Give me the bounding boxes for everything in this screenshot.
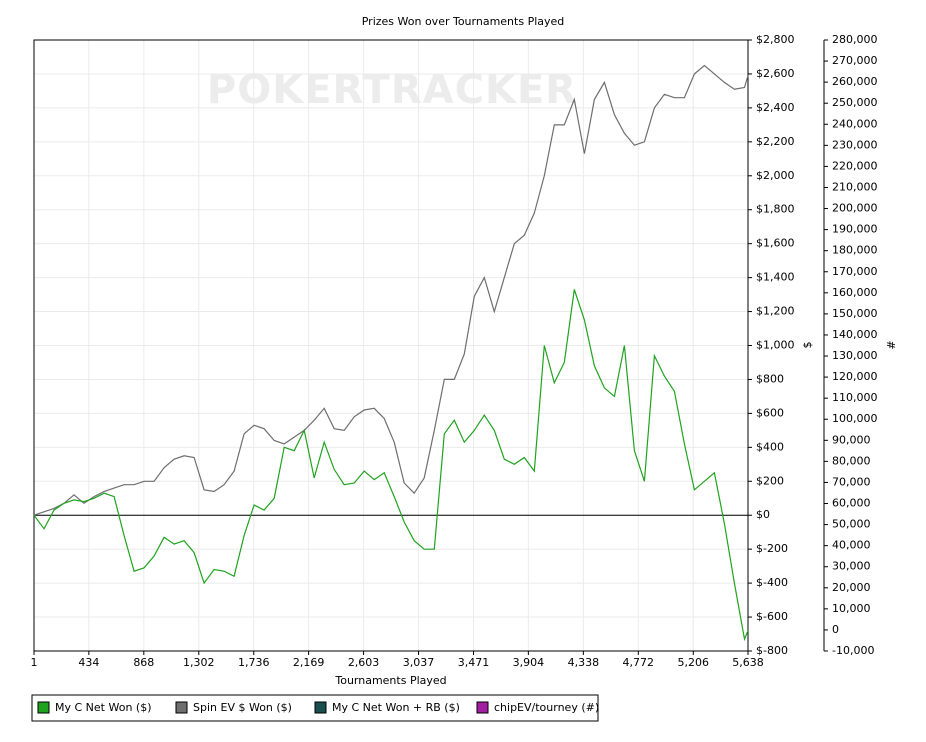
y-tick-label: $2,800 <box>756 33 795 46</box>
x-tick-label: 3,904 <box>513 656 545 669</box>
x-tick-label: 2,169 <box>293 656 325 669</box>
y2-tick-label: -10,000 <box>832 644 874 657</box>
y2-tick-label: 50,000 <box>832 518 871 531</box>
x-axis-label: Tournaments Played <box>334 674 446 687</box>
y2-tick-label: 130,000 <box>832 349 878 362</box>
legend-label: My C Net Won + RB ($) <box>332 701 460 714</box>
y2-tick-label: 170,000 <box>832 265 878 278</box>
series-line <box>33 289 749 642</box>
x-tick-label: 1,302 <box>183 656 215 669</box>
y2-tick-label: 180,000 <box>832 244 878 257</box>
watermark: POKERTRACKER <box>207 67 577 113</box>
x-tick-label: 1,736 <box>238 656 270 669</box>
y-tick-label: $2,200 <box>756 135 795 148</box>
y-tick-label: $2,000 <box>756 169 795 182</box>
legend-swatch <box>314 701 327 714</box>
y2-tick-label: 140,000 <box>832 328 878 341</box>
x-tick-label: 5,638 <box>732 656 764 669</box>
y2-tick-label: 20,000 <box>832 581 871 594</box>
legend-label: My C Net Won ($) <box>55 701 152 714</box>
x-tick-label: 4,338 <box>568 656 600 669</box>
y2-tick-label: 200,000 <box>832 202 878 215</box>
legend: My C Net Won ($) Spin EV $ Won ($) My C Ne… <box>31 694 599 722</box>
y2-tick-label: 280,000 <box>832 33 878 46</box>
x-tick-label: 4,772 <box>623 656 655 669</box>
x-tick-label: 434 <box>78 656 99 669</box>
y2-tick-label: 30,000 <box>832 560 871 573</box>
y2-tick-label: 0 <box>832 623 839 636</box>
x-tick-label: 3,471 <box>458 656 490 669</box>
y-tick-label: $-800 <box>756 644 788 657</box>
legend-label: Spin EV $ Won ($) <box>193 701 292 714</box>
y2-tick-label: 210,000 <box>832 180 878 193</box>
y2-tick-label: 190,000 <box>832 223 878 236</box>
y-tick-label: $1,200 <box>756 305 795 318</box>
y2-tick-label: 230,000 <box>832 138 878 151</box>
y2-tick-label: 250,000 <box>832 96 878 109</box>
y2-tick-label: 220,000 <box>832 159 878 172</box>
y2-tick-label: 160,000 <box>832 286 878 299</box>
legend-label: chipEV/tourney (#) <box>494 701 599 714</box>
y-tick-label: $800 <box>756 372 784 385</box>
series-line <box>33 64 749 516</box>
y-tick-label: $-400 <box>756 576 788 589</box>
x-tick-label: 3,037 <box>403 656 435 669</box>
y2-tick-label: 90,000 <box>832 433 871 446</box>
y2-axis-label: # <box>885 340 898 349</box>
y-tick-label: $0 <box>756 508 770 521</box>
y-tick-label: $1,600 <box>756 237 795 250</box>
y-tick-label: $2,600 <box>756 67 795 80</box>
y-tick-label: $-600 <box>756 610 788 623</box>
y2-tick-label: 100,000 <box>832 412 878 425</box>
y-axis-label: $ <box>801 342 814 349</box>
y2-tick-label: 240,000 <box>832 117 878 130</box>
y2-tick-label: 10,000 <box>832 602 871 615</box>
y2-tick-label: 70,000 <box>832 475 871 488</box>
y-tick-label: $400 <box>756 440 784 453</box>
y2-tick-label: 40,000 <box>832 539 871 552</box>
x-tick-label: 2,603 <box>348 656 380 669</box>
y2-tick-label: 150,000 <box>832 307 878 320</box>
y2-tick-label: 120,000 <box>832 370 878 383</box>
x-tick-label: 1 <box>31 656 38 669</box>
y2-tick-label: 80,000 <box>832 454 871 467</box>
y-tick-label: $1,000 <box>756 339 795 352</box>
y2-tick-label: 270,000 <box>832 54 878 67</box>
y-tick-label: $-200 <box>756 542 788 555</box>
legend-swatch <box>37 701 50 714</box>
y-tick-label: $1,400 <box>756 271 795 284</box>
y-tick-label: $2,400 <box>756 101 795 114</box>
x-tick-label: 868 <box>133 656 154 669</box>
x-tick-label: 5,206 <box>678 656 710 669</box>
y2-tick-label: 110,000 <box>832 391 878 404</box>
y-tick-label: $200 <box>756 474 784 487</box>
plot-frame <box>33 39 749 652</box>
y-tick-label: $600 <box>756 406 784 419</box>
chart-title: Prizes Won over Tournaments Played <box>362 15 565 28</box>
y2-tick-label: 260,000 <box>832 75 878 88</box>
y2-tick-label: 60,000 <box>832 497 871 510</box>
legend-swatch <box>476 701 489 714</box>
y-tick-label: $1,800 <box>756 203 795 216</box>
legend-swatch <box>175 701 188 714</box>
